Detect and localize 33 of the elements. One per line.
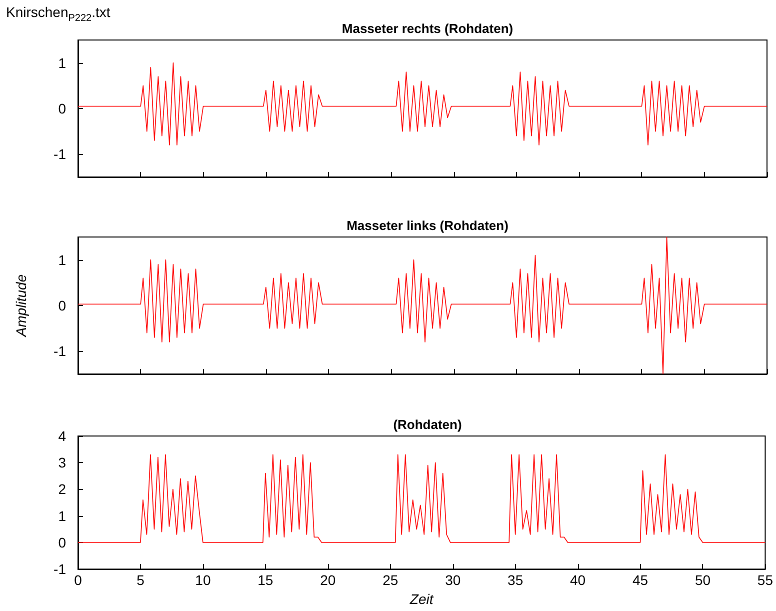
x-tick-label: 35 (508, 572, 524, 588)
x-tick-label: 40 (570, 572, 586, 588)
y-tick-label: 0 (58, 100, 66, 116)
line-series (78, 454, 766, 543)
y-tick-label: -1 (54, 343, 66, 360)
y-tick-label: 2 (58, 481, 66, 498)
chart-title: Masseter rechts (Rohdaten) (342, 21, 514, 36)
y-tick-label: 0 (58, 298, 66, 314)
y-tick-label: -1 (54, 561, 66, 578)
y-tick-label: 0 (58, 534, 66, 550)
chart-title: (Rohdaten) (393, 417, 462, 432)
x-tick-label: 5 (136, 572, 145, 588)
x-tick-label: 50 (694, 572, 711, 588)
x-tick-label: 30 (445, 572, 461, 588)
x-tick-label: 0 (74, 572, 82, 588)
y-tick-label: 1 (58, 508, 66, 524)
text: Knirschen$_{P222}$.txt (6, 4, 110, 24)
y-tick-label: 1 (58, 54, 66, 71)
x-tick-label: 45 (632, 572, 648, 588)
y-axis-title: Amplitude (13, 274, 29, 338)
x-axis-title: Zeit (408, 591, 434, 607)
x-tick-label: 55 (757, 572, 774, 588)
line-series (78, 62, 768, 146)
x-tick-label: 15 (258, 572, 274, 588)
chart-title: Masseter links (Rohdaten) (346, 218, 508, 233)
y-tick-label: 1 (58, 252, 66, 268)
x-tick-label: 20 (320, 572, 336, 588)
y-tick-label: -1 (54, 146, 66, 162)
y-tick-label: 3 (58, 454, 66, 471)
line-series (78, 236, 768, 374)
x-tick-label: 10 (195, 572, 211, 588)
x-tick-label: 25 (382, 572, 398, 588)
y-tick-label: 4 (58, 428, 66, 444)
